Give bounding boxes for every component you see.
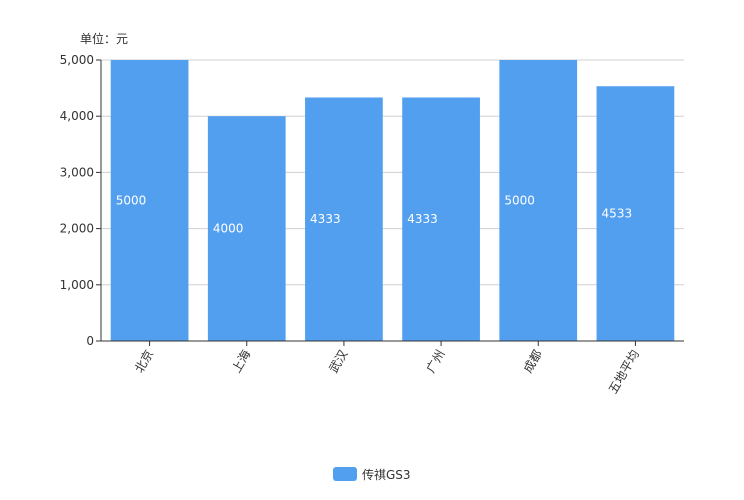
legend-swatch <box>333 467 357 481</box>
y-tick-label: 5,000 <box>60 53 94 67</box>
x-tick-label: 广州 <box>424 348 448 376</box>
x-tick-label: 北京 <box>132 348 156 376</box>
bar[interactable] <box>402 97 480 341</box>
bar[interactable] <box>207 116 286 341</box>
y-tick-label: 3,000 <box>60 165 94 179</box>
data-label: 4533 <box>602 207 633 221</box>
y-tick-label: 2,000 <box>60 222 94 236</box>
data-label: 4000 <box>213 222 244 236</box>
bar[interactable] <box>499 60 578 341</box>
x-tick-label: 武汉 <box>326 348 350 376</box>
y-tick-label: 0 <box>86 334 94 348</box>
y-tick-label: 4,000 <box>60 109 94 123</box>
x-tick-label: 成都 <box>521 348 545 376</box>
x-tick-label: 上海 <box>228 347 253 375</box>
unit-label: 单位：元 <box>80 31 128 46</box>
y-tick-label: 1,000 <box>60 278 94 292</box>
data-label: 5000 <box>504 194 535 208</box>
bar[interactable] <box>110 60 189 341</box>
bar[interactable] <box>305 97 383 341</box>
bar[interactable] <box>596 86 675 342</box>
legend-label: 传祺GS3 <box>362 467 411 482</box>
legend[interactable]: 传祺GS3 <box>333 467 411 482</box>
data-label: 4333 <box>310 212 341 226</box>
data-label: 4333 <box>407 212 438 226</box>
data-label: 5000 <box>116 194 147 208</box>
x-tick-label: 五地平均 <box>606 348 642 397</box>
